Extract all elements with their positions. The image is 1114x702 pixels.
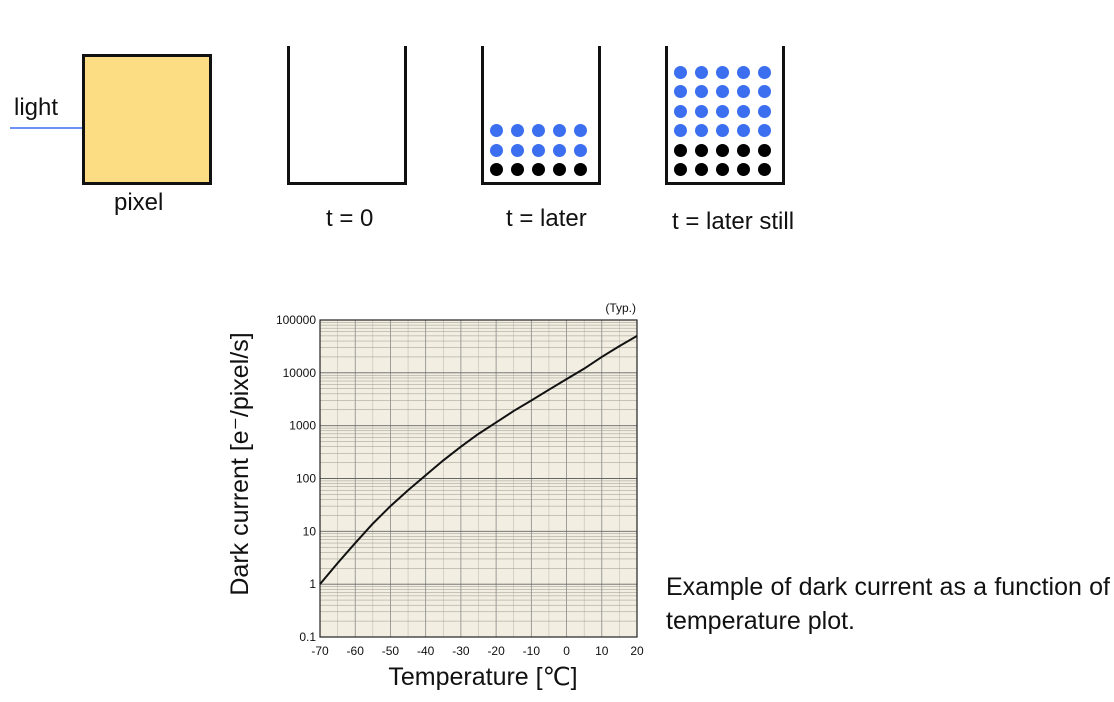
photon-electron-dot <box>511 143 524 157</box>
photon-electron-dot <box>532 143 545 157</box>
dark-electron-dot <box>490 163 503 176</box>
photon-electron-dot <box>674 124 687 137</box>
y-tick-label: 1 <box>309 577 316 591</box>
photon-electron-dot <box>553 124 566 137</box>
caption: Example of dark current as a function of… <box>666 573 1110 635</box>
x-tick-label: -50 <box>382 644 400 658</box>
dark-current-line <box>319 335 638 585</box>
photon-electron-dot <box>716 65 729 79</box>
plot-frame <box>319 319 638 638</box>
photon-electron-dot <box>553 143 566 157</box>
photon-electron-dot <box>490 143 503 157</box>
x-axis-label: Temperature [℃] <box>388 663 577 691</box>
x-tick-label: 0 <box>563 644 570 658</box>
dark-electron-dot <box>695 143 708 157</box>
photon-electron-dot <box>674 85 687 98</box>
dark-current-chart: -70 -60 -50 -40 -30 -20 -10 0 10 20 0.1 1 10 100 1000 1… <box>226 301 644 691</box>
bucket-later-label: t = later <box>506 205 587 232</box>
photon-electron-dot <box>674 65 687 79</box>
y-tick-label: 10000 <box>283 366 317 380</box>
photon-electron-dot <box>695 104 708 118</box>
bucket-later-still <box>665 46 785 185</box>
y-tick-label: 100000 <box>276 313 316 327</box>
x-tick-label: 10 <box>595 644 609 658</box>
x-tick-label: -20 <box>487 644 505 658</box>
photon-electron-dot <box>674 104 687 118</box>
y-tick-label: 1000 <box>289 419 316 433</box>
photon-electron-dot <box>716 104 729 118</box>
photon-electron-dot <box>737 65 750 79</box>
y-tick-label: 100 <box>296 472 316 486</box>
pixel-label: pixel <box>114 189 164 216</box>
photon-electron-dot <box>758 85 771 98</box>
x-tick-label: -30 <box>452 644 470 658</box>
photon-electron-dot <box>511 124 524 137</box>
dark-electron-dot <box>574 163 587 176</box>
photon-electron-dot <box>716 85 729 98</box>
photon-electron-dot <box>758 104 771 118</box>
dark-electron-dot <box>716 143 729 157</box>
y-axis-label: Dark current [e⁻/pixel/s] <box>226 332 254 595</box>
y-tick-label: 0.1 <box>299 630 316 644</box>
y-tick-label: 10 <box>303 524 317 538</box>
photon-electron-dot <box>574 143 587 157</box>
photon-electron-dot <box>758 65 771 79</box>
light-label: light <box>14 94 59 121</box>
dark-electron-dot <box>737 143 750 157</box>
chart-grid <box>319 319 638 638</box>
bucket-later <box>481 46 601 185</box>
bucket-t0-label: t = 0 <box>326 205 374 232</box>
x-tick-label: 20 <box>630 644 644 658</box>
photon-electron-dot <box>716 124 729 137</box>
bucket-later-still-label: t = later still <box>672 208 795 235</box>
x-tick-label: -40 <box>417 644 435 658</box>
photon-electron-dot <box>737 104 750 118</box>
bucket-t0 <box>287 46 407 185</box>
photon-electron-dot <box>695 124 708 137</box>
photon-electron-dot <box>737 124 750 137</box>
pixel-square <box>82 54 212 185</box>
photon-electron-dot <box>737 85 750 98</box>
dark-electron-dot <box>553 163 566 176</box>
dark-electron-dot <box>758 143 771 157</box>
dark-electron-dot <box>532 163 545 176</box>
dark-electron-dot <box>511 163 524 176</box>
x-tick-label: -10 <box>523 644 541 658</box>
dark-electron-dot <box>737 163 750 176</box>
dark-electron-dot <box>674 143 687 157</box>
chart-annotation: (Typ.) <box>605 301 636 315</box>
dark-electron-dot <box>716 163 729 176</box>
photon-electron-dot <box>490 124 503 137</box>
dark-electron-dot <box>674 163 687 176</box>
photon-electron-dot <box>695 65 708 79</box>
photon-electron-dot <box>532 124 545 137</box>
chart-ticks: -70 -60 -50 -40 -30 -20 -10 0 10 20 0.1 1 10 100 1000 1… <box>276 313 644 658</box>
x-tick-label: -70 <box>311 644 329 658</box>
chart-series <box>319 335 638 585</box>
dark-electron-dot <box>695 163 708 176</box>
photon-electron-dot <box>695 85 708 98</box>
x-tick-label: -60 <box>347 644 365 658</box>
dark-electron-dot <box>758 163 771 176</box>
photon-electron-dot <box>574 124 587 137</box>
photon-electron-dot <box>758 124 771 137</box>
